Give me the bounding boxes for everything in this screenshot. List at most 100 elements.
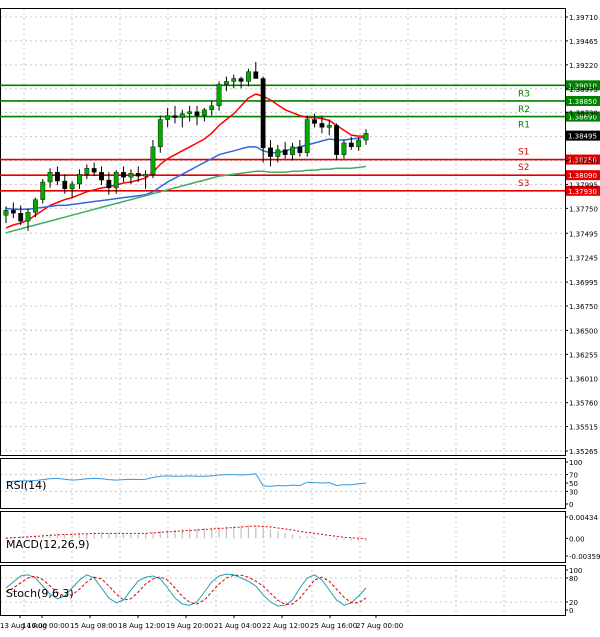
- panel-frames: [0, 8, 566, 616]
- candle-body: [224, 81, 229, 85]
- x-tick-label: 27 Aug 00:00: [356, 622, 403, 630]
- indicator-tick-label: 50: [569, 480, 578, 488]
- level-label: S3: [518, 179, 529, 189]
- level-price-label: 1.39010: [568, 82, 597, 90]
- rsi-line: [5, 473, 367, 487]
- candle-body: [91, 168, 97, 173]
- candle-body: [106, 179, 112, 189]
- candle-body: [268, 147, 273, 157]
- y-tick-label: 1.37750: [569, 205, 598, 213]
- candle-body: [179, 113, 185, 118]
- candle-body: [77, 173, 82, 185]
- candle-body: [334, 125, 340, 155]
- candle-body: [10, 210, 16, 214]
- stoch-line: [5, 574, 367, 605]
- candle-body: [32, 199, 38, 213]
- y-tick-label: 1.36255: [569, 351, 598, 359]
- candle-body: [84, 168, 90, 175]
- candle-body: [201, 109, 207, 116]
- candle-body: [99, 172, 104, 181]
- rsi-title: RSI(14): [6, 479, 46, 492]
- candle-body: [231, 78, 237, 82]
- candle-body: [3, 210, 9, 216]
- candle-body: [297, 146, 303, 153]
- current-price-tag: [566, 130, 600, 141]
- candle-body: [55, 172, 60, 182]
- candle-body: [356, 139, 362, 148]
- indicator-tick-label: 100: [569, 567, 582, 575]
- candle-body: [238, 78, 244, 82]
- candle-body: [135, 173, 141, 177]
- candle-body: [260, 78, 266, 149]
- level-price-tag: [566, 185, 600, 196]
- candle-body: [150, 146, 156, 175]
- x-tick-label: 14 Aug 00:00: [22, 622, 69, 630]
- candle-body: [275, 149, 281, 157]
- x-tick-label: 19 Aug 20:00: [166, 622, 213, 630]
- level-price-label: 1.38250: [568, 157, 597, 165]
- x-tick-label: 13 Aug 16:00: [0, 622, 47, 630]
- x-tick-label: 22 Aug 12:00: [262, 622, 309, 630]
- x-tick-label: 21 Aug 04:00: [214, 622, 261, 630]
- candle-body: [143, 173, 148, 177]
- indicator-tick-label: 70: [569, 472, 578, 480]
- candle-body: [172, 115, 178, 118]
- y-tick-label: 1.36500: [569, 327, 598, 335]
- stoch-line: [5, 573, 367, 607]
- x-tick-label: 25 Aug 16:00: [310, 622, 357, 630]
- y-tick-label: 1.39220: [569, 62, 598, 70]
- indicator-tick-label: 0.00434: [569, 514, 598, 522]
- level-price-tag: [566, 111, 600, 122]
- y-tick-label: 1.35265: [569, 448, 598, 456]
- indicator-tick-label: 80: [569, 575, 578, 583]
- level-price-label: 1.38690: [568, 114, 597, 122]
- candle-body: [157, 119, 163, 148]
- indicator-tick-label: -0.003597: [569, 553, 600, 561]
- level-price-label: 1.38850: [568, 98, 597, 106]
- candle-body: [348, 142, 354, 148]
- panel-frame: [0, 565, 566, 616]
- candle-body: [319, 123, 325, 128]
- level-price-label: 1.37930: [568, 188, 597, 196]
- candle-body: [312, 119, 317, 124]
- indicator-panels: RSI(14) MACD(12,26,9) Stoch(9,6,3): [5, 473, 367, 607]
- y-tick-label: 1.37995: [569, 181, 598, 189]
- candle-body: [187, 111, 193, 114]
- indicator-tick-label: 0: [569, 501, 573, 509]
- indicator-tick-label: 0: [569, 607, 573, 615]
- panel-frame: [0, 511, 566, 563]
- y-tick-label: 1.39710: [569, 14, 598, 22]
- candle-body: [326, 125, 332, 128]
- indicator-tick-label: 20: [569, 599, 578, 607]
- y-tick-label: 1.38975: [569, 86, 598, 94]
- level-label: R1: [518, 121, 530, 131]
- candle-body: [304, 119, 310, 153]
- y-tick-label: 1.36010: [569, 375, 598, 383]
- candle-body: [47, 172, 53, 183]
- candle-body: [341, 142, 347, 155]
- macd-title: MACD(12,26,9): [6, 538, 90, 551]
- candle-body: [216, 84, 222, 107]
- pivot-levels: R3 1.39010 R2 1.38850 R1 1.38690 S1 1.38250 S2 1.…: [0, 80, 600, 196]
- y-tick-label: 1.39465: [569, 38, 598, 46]
- y-tick-label: 1.38730: [569, 110, 598, 118]
- candle-body: [282, 149, 288, 155]
- candle-body: [62, 180, 68, 190]
- candle-body: [165, 115, 171, 120]
- current-price-label: 1.38495: [568, 133, 597, 141]
- indicator-tick-label: 0.00: [569, 535, 585, 543]
- indicator-tick-label: 100: [569, 459, 582, 467]
- moving-average-line: [5, 93, 366, 229]
- level-price-label: 1.38090: [568, 172, 597, 180]
- y-tick-label: 1.38240: [569, 158, 598, 166]
- candle-body: [363, 132, 369, 141]
- candle-body: [209, 105, 215, 110]
- candle-body: [113, 172, 119, 189]
- y-tick-label: 1.37495: [569, 230, 598, 238]
- candle-body: [69, 183, 75, 190]
- level-label: S2: [518, 163, 529, 173]
- y-tick-label: 1.37245: [569, 255, 598, 263]
- level-price-tag: [566, 170, 600, 181]
- y-tick-label: 1.36750: [569, 303, 598, 311]
